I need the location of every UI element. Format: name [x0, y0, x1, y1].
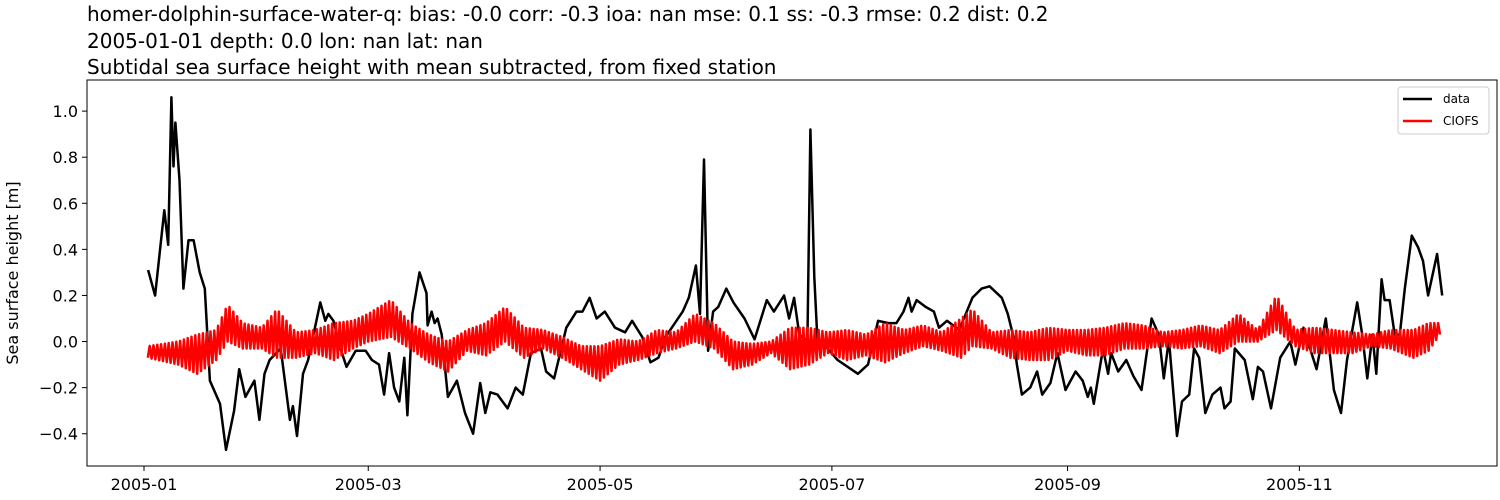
legend-label-ciofs: CIOFS — [1443, 114, 1479, 128]
y-tick-label: 0.0 — [53, 333, 78, 352]
chart-title-line-1: homer-dolphin-surface-water-q: bias: -0.… — [87, 2, 1049, 26]
x-tick-label: 2005-03 — [335, 475, 402, 494]
chart-title-line-3: Subtidal sea surface height with mean su… — [87, 55, 777, 79]
x-tick-label: 2005-05 — [567, 475, 634, 494]
x-tick-label: 2005-11 — [1266, 475, 1333, 494]
y-tick-label: −0.4 — [39, 425, 78, 444]
chart-title-line-2: 2005-01-01 depth: 0.0 lon: nan lat: nan — [87, 29, 483, 53]
y-tick-label: 0.2 — [53, 286, 78, 305]
legend: data CIOFS — [1397, 86, 1490, 135]
series-line-data — [146, 96, 1444, 452]
legend-label-data: data — [1443, 92, 1470, 106]
y-tick-label: 0.6 — [53, 194, 78, 213]
series-line-ciofs — [146, 297, 1442, 382]
plot-frame — [86, 79, 1498, 467]
x-tick-label: 2005-09 — [1034, 475, 1101, 494]
x-tick-label: 2005-07 — [798, 475, 865, 494]
y-tick-label: 0.8 — [53, 148, 78, 167]
x-tick-label: 2005-01 — [111, 475, 178, 494]
y-tick-label: 1.0 — [53, 102, 78, 121]
y-tick-label: 0.4 — [53, 240, 78, 259]
axis-ticks: 2005-01 2005-03 2005-05 2005-07 2005-09 2005-… — [39, 102, 1333, 494]
y-axis-label: Sea surface height [m] — [3, 181, 22, 364]
y-tick-label: −0.2 — [39, 379, 78, 398]
series-layer — [146, 96, 1444, 452]
